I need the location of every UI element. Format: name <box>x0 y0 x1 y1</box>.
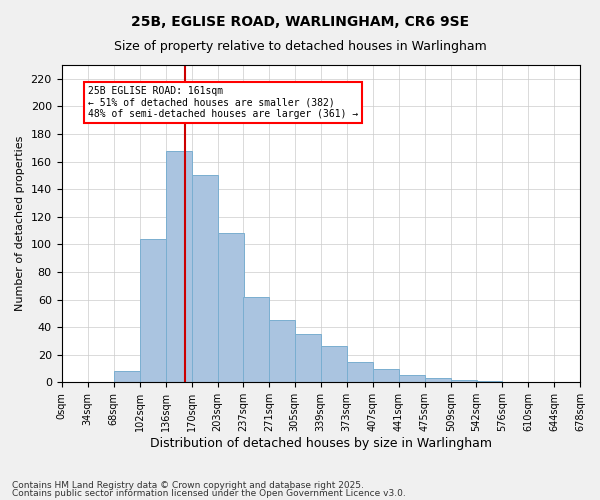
Bar <box>166 150 191 382</box>
X-axis label: Distribution of detached houses by size in Warlingham: Distribution of detached houses by size … <box>150 437 492 450</box>
Bar <box>425 378 451 382</box>
Bar <box>140 239 166 382</box>
Text: 25B, EGLISE ROAD, WARLINGHAM, CR6 9SE: 25B, EGLISE ROAD, WARLINGHAM, CR6 9SE <box>131 15 469 29</box>
Bar <box>243 297 269 382</box>
Bar <box>269 320 295 382</box>
Text: Size of property relative to detached houses in Warlingham: Size of property relative to detached ho… <box>113 40 487 53</box>
Bar <box>476 381 502 382</box>
Bar <box>113 372 140 382</box>
Bar <box>191 176 218 382</box>
Y-axis label: Number of detached properties: Number of detached properties <box>15 136 25 312</box>
Bar <box>218 234 244 382</box>
Bar <box>347 362 373 382</box>
Text: 25B EGLISE ROAD: 161sqm
← 51% of detached houses are smaller (382)
48% of semi-d: 25B EGLISE ROAD: 161sqm ← 51% of detache… <box>88 86 359 119</box>
Text: Contains public sector information licensed under the Open Government Licence v3: Contains public sector information licen… <box>12 488 406 498</box>
Bar <box>373 368 399 382</box>
Bar <box>295 334 321 382</box>
Text: Contains HM Land Registry data © Crown copyright and database right 2025.: Contains HM Land Registry data © Crown c… <box>12 481 364 490</box>
Bar <box>451 380 477 382</box>
Bar <box>321 346 347 382</box>
Bar <box>399 376 425 382</box>
